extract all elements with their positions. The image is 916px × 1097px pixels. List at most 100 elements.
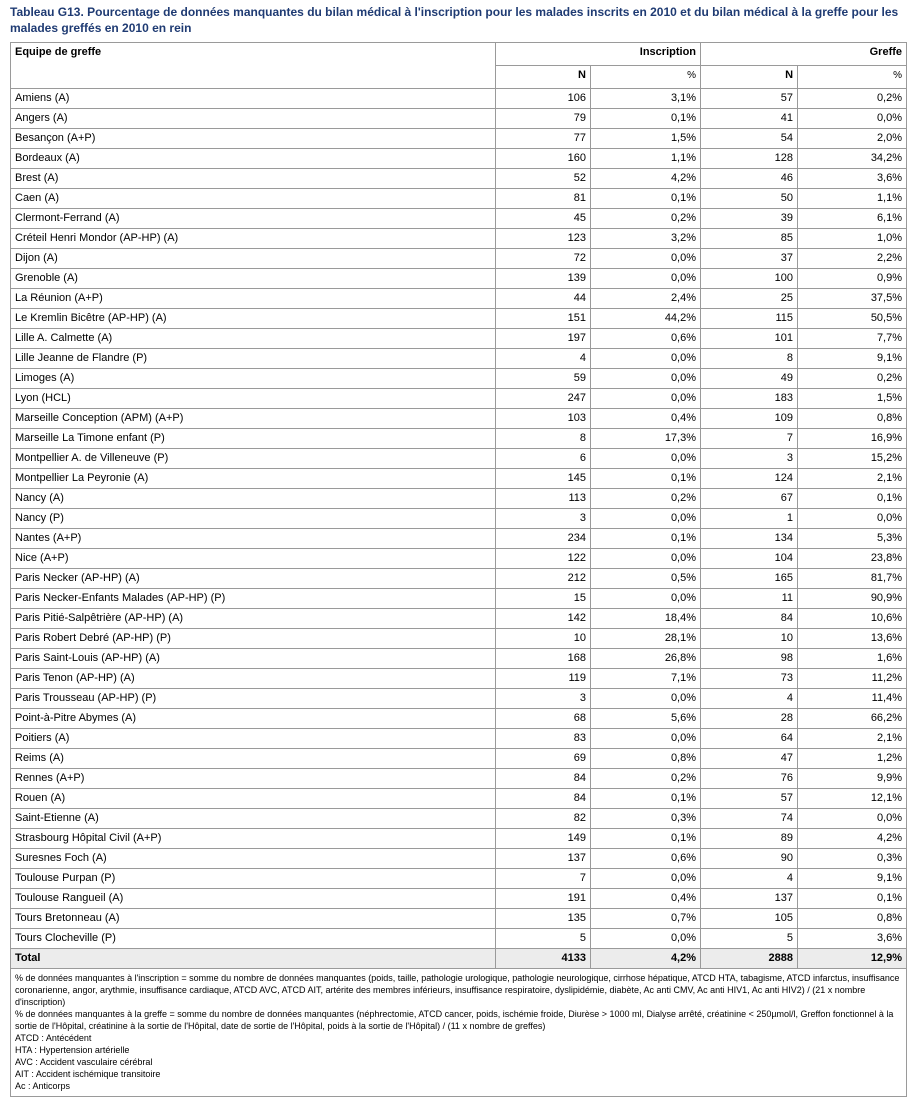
value-cell: 90,9% (797, 588, 908, 609)
footnote: HTA : Hypertension artérielle (15, 1045, 130, 1055)
value-cell: 0,0% (589, 348, 702, 369)
footnote: % de données manquantes à la greffe = so… (15, 1009, 894, 1031)
value-cell: 0,7% (589, 908, 702, 929)
table-row: Montpellier A. de Villeneuve (P) 6 0,0% 3 15… (10, 448, 908, 469)
value-cell: 0,1% (589, 528, 702, 549)
value-cell: 124 (700, 468, 799, 489)
value-cell: 46 (700, 168, 799, 189)
value-cell: 0,0% (797, 508, 908, 529)
value-cell: 66,2% (797, 708, 908, 729)
value-cell: 128 (700, 148, 799, 169)
value-cell: 13,6% (797, 628, 908, 649)
value-cell: 81,7% (797, 568, 908, 589)
total-value-cell: 4,2% (589, 948, 702, 969)
value-cell: 0,8% (797, 408, 908, 429)
value-cell: 81 (495, 188, 591, 209)
value-cell: 191 (495, 888, 591, 909)
table-row: Reims (A) 69 0,8% 47 1,2% (10, 748, 908, 769)
team-cell: Toulouse Purpan (P) (10, 868, 496, 889)
value-cell: 15,2% (797, 448, 908, 469)
value-cell: 104 (700, 548, 799, 569)
value-cell: 139 (495, 268, 591, 289)
table-row: Paris Tenon (AP-HP) (A) 119 7,1% 73 11,2% (10, 668, 908, 689)
table-row: Toulouse Purpan (P) 7 0,0% 4 9,1% (10, 868, 908, 889)
value-cell: 234 (495, 528, 591, 549)
value-cell: 0,0% (797, 808, 908, 829)
value-cell: 73 (700, 668, 799, 689)
value-cell: 1,1% (797, 188, 908, 209)
table-row: Lyon (HCL) 247 0,0% 183 1,5% (10, 388, 908, 409)
value-cell: 0,9% (797, 268, 908, 289)
table-row: Dijon (A) 72 0,0% 37 2,2% (10, 248, 908, 269)
value-cell: 10 (495, 628, 591, 649)
value-cell: 4,2% (797, 828, 908, 849)
value-cell: 137 (495, 848, 591, 869)
value-cell: 0,0% (589, 448, 702, 469)
value-cell: 151 (495, 308, 591, 329)
value-cell: 0,4% (589, 408, 702, 429)
table-row: Amiens (A) 106 3,1% 57 0,2% (10, 88, 908, 109)
team-cell: Nancy (A) (10, 488, 496, 509)
value-cell: 54 (700, 128, 799, 149)
team-cell: Rouen (A) (10, 788, 496, 809)
value-cell: 98 (700, 648, 799, 669)
table-row: Nice (A+P) 122 0,0% 104 23,8% (10, 548, 908, 569)
team-cell: Marseille Conception (APM) (A+P) (10, 408, 496, 429)
team-cell: La Réunion (A+P) (10, 288, 496, 309)
value-cell: 105 (700, 908, 799, 929)
value-cell: 84 (495, 768, 591, 789)
value-cell: 2,0% (797, 128, 908, 149)
value-cell: 0,1% (797, 488, 908, 509)
table-row: Nancy (P) 3 0,0% 1 0,0% (10, 508, 908, 529)
value-cell: 45 (495, 208, 591, 229)
value-cell: 17,3% (589, 428, 702, 449)
value-cell: 82 (495, 808, 591, 829)
table-row: Angers (A) 79 0,1% 41 0,0% (10, 108, 908, 129)
team-cell: Lyon (HCL) (10, 388, 496, 409)
value-cell: 84 (495, 788, 591, 809)
value-cell: 1,0% (797, 228, 908, 249)
value-cell: 0,2% (797, 368, 908, 389)
value-cell: 0,8% (589, 748, 702, 769)
table-row: Créteil Henri Mondor (AP-HP) (A) 123 3,2% 8… (10, 228, 908, 249)
value-cell: 74 (700, 808, 799, 829)
value-cell: 0,2% (589, 488, 702, 509)
subheader-cell: N (495, 65, 591, 89)
value-cell: 9,1% (797, 348, 908, 369)
value-cell: 3 (495, 688, 591, 709)
value-cell: 149 (495, 828, 591, 849)
table-row: Rouen (A) 84 0,1% 57 12,1% (10, 788, 908, 809)
team-cell: Clermont-Ferrand (A) (10, 208, 496, 229)
value-cell: 26,8% (589, 648, 702, 669)
value-cell: 49 (700, 368, 799, 389)
value-cell: 5,6% (589, 708, 702, 729)
team-cell: Bordeaux (A) (10, 148, 496, 169)
team-cell: Limoges (A) (10, 368, 496, 389)
header-cell: Greffe (700, 42, 908, 66)
value-cell: 11 (700, 588, 799, 609)
value-cell: 7,7% (797, 328, 908, 349)
value-cell: 18,4% (589, 608, 702, 629)
value-cell: 8 (700, 348, 799, 369)
team-cell: Tours Clocheville (P) (10, 928, 496, 949)
value-cell: 3,1% (589, 88, 702, 109)
value-cell: 145 (495, 468, 591, 489)
total-row: Total 4133 4,2% 2888 12,9% (10, 948, 908, 969)
value-cell: 16,9% (797, 428, 908, 449)
value-cell: 4 (495, 348, 591, 369)
value-cell: 197 (495, 328, 591, 349)
table-row: Marseille La Timone enfant (P) 8 17,3% 7 16,… (10, 428, 908, 449)
table-row: Paris Necker-Enfants Malades (AP-HP) (P)… (10, 588, 908, 609)
footnote: Ac : Anticorps (15, 1081, 71, 1091)
table-row: Marseille Conception (APM) (A+P) 103 0,4% 1… (10, 408, 908, 429)
value-cell: 0,0% (589, 928, 702, 949)
value-cell: 0,0% (589, 508, 702, 529)
value-cell: 2,2% (797, 248, 908, 269)
value-cell: 12,1% (797, 788, 908, 809)
table-row: Nantes (A+P) 234 0,1% 134 5,3% (10, 528, 908, 549)
value-cell: 1,6% (797, 648, 908, 669)
value-cell: 5 (495, 928, 591, 949)
team-cell: Besançon (A+P) (10, 128, 496, 149)
team-cell: Saint-Etienne (A) (10, 808, 496, 829)
value-cell: 0,0% (589, 588, 702, 609)
